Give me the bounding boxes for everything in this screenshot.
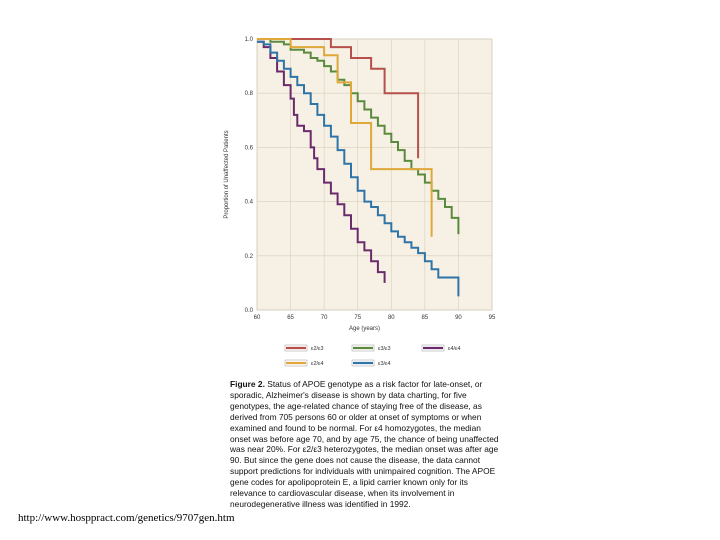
- survival-chart: 60 65 70 75 80 85 90 95 0.0 0.2 0.4 0.6 0.8 1.0 Age (y…: [224, 37, 496, 367]
- y-tick-label: 0.4: [245, 200, 254, 206]
- x-tick-label: 90: [455, 315, 462, 321]
- series-line: [257, 40, 460, 297]
- plot-area: [256, 38, 493, 311]
- legend-label: ε3/ε3: [378, 346, 391, 352]
- x-tick-label: 65: [287, 315, 294, 321]
- figure-caption: Figure 2. Status of APOE genotype as a r…: [230, 379, 500, 510]
- caption-label: Figure 2.: [230, 379, 265, 389]
- x-tick-label: 60: [254, 315, 261, 321]
- y-axis-label: Proportion of Unaffected Patients: [224, 130, 230, 218]
- x-tick-label: 85: [422, 315, 429, 321]
- x-tick-label: 75: [354, 315, 361, 321]
- legend-label: ε3/ε4: [378, 361, 391, 367]
- x-axis-label: Age (years): [349, 326, 380, 332]
- series-line: [257, 38, 420, 159]
- legend-label: ε4/ε4: [448, 346, 461, 352]
- source-url: http://www.hosppract.com/genetics/9707ge…: [18, 512, 235, 524]
- caption-text: Status of APOE genotype as a risk factor…: [230, 379, 499, 509]
- y-tick-label: 1.0: [245, 37, 254, 43]
- y-tick-label: 0.0: [245, 308, 254, 314]
- x-tick-label: 80: [388, 315, 395, 321]
- x-tick-label: 95: [489, 315, 496, 321]
- series-line: [257, 40, 386, 283]
- legend-label: ε2/ε4: [311, 361, 324, 367]
- x-tick-label: 70: [321, 315, 328, 321]
- series-line: [257, 38, 433, 237]
- y-tick-label: 0.6: [245, 145, 254, 151]
- figure: 60 65 70 75 80 85 90 95 0.0 0.2 0.4 0.6 0.8 1.0 Age (y…: [212, 28, 512, 510]
- y-tick-label: 0.8: [245, 91, 254, 97]
- y-tick-label: 0.2: [245, 254, 254, 260]
- legend-label: ε2/ε3: [311, 346, 324, 352]
